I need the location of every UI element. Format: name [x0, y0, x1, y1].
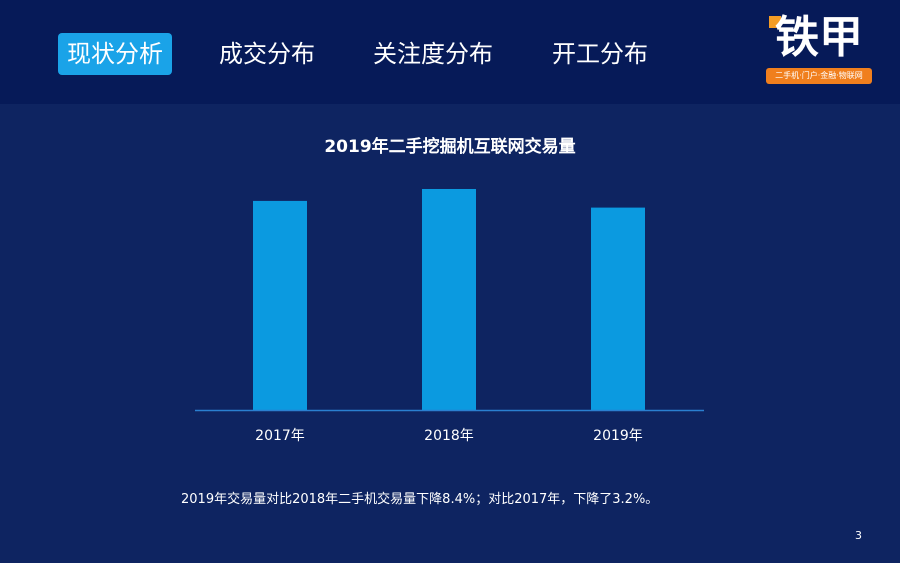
bar-1: [253, 200, 307, 410]
x-tick-label: 2018年: [424, 428, 474, 444]
page-number: 3: [855, 529, 862, 542]
bar-2: [422, 188, 476, 410]
tab-attention-distribution[interactable]: 关注度分布: [373, 40, 493, 68]
logo-text: 铁甲: [775, 12, 863, 63]
x-tick-label: 2017年: [255, 428, 305, 444]
tab-status-analysis[interactable]: 现状分析: [58, 33, 172, 75]
brand-logo: 铁甲 二手机·门户·金融·物联网: [766, 12, 872, 88]
logo-tagline: 二手机·门户·金融·物联网: [766, 68, 872, 84]
nav-tabs: 现状分析 成交分布 关注度分布 开工分布: [58, 33, 657, 75]
summary-note: 2019年交易量对比2018年二手机交易量下降8.4%；对比2017年，下降了3…: [181, 492, 659, 507]
tab-operation-distribution[interactable]: 开工分布: [552, 40, 648, 68]
tab-deal-distribution[interactable]: 成交分布: [219, 40, 315, 68]
bar-3: [591, 207, 645, 410]
header-bar: 现状分析 成交分布 关注度分布 开工分布 铁甲 二手机·门户·金融·物联网: [0, 0, 900, 104]
x-tick-label: 2019年: [593, 428, 643, 444]
logo-accent-mark: [769, 16, 781, 28]
chart-title: 2019年二手挖掘机互联网交易量: [324, 137, 576, 157]
